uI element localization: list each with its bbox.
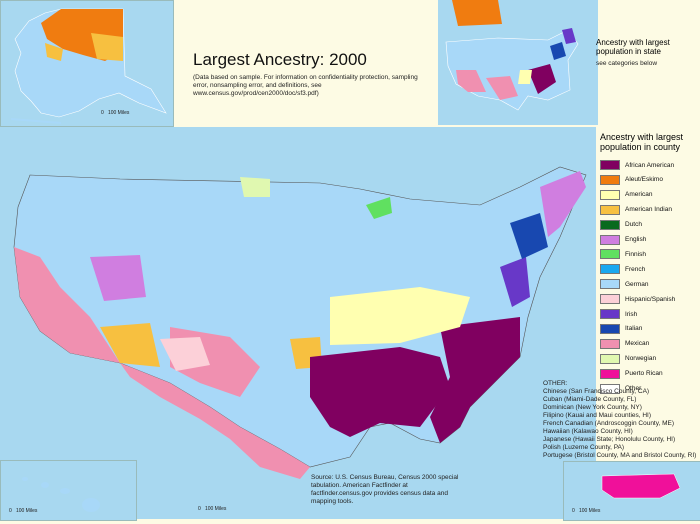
alaska-scale-label: 0 100 Miles [101, 110, 130, 116]
legend-swatch [600, 204, 620, 215]
legend-item: Italian [600, 323, 642, 335]
puerto-rico-inset: 0 100 Miles [563, 461, 700, 521]
legend-item: German [600, 278, 648, 290]
legend-swatch [600, 189, 620, 200]
legend-item: Mexican [600, 338, 649, 350]
legend-item: Finnish [600, 248, 646, 260]
map-title: Largest Ancestry: 2000 [193, 50, 367, 69]
legend-item: Aleut/Eskimo [600, 174, 663, 186]
other-list: Chinese (San Francisco County, CA) Cuban … [543, 388, 700, 460]
main-scale-label: 0 100 Miles [198, 506, 227, 512]
county-map [13, 166, 587, 479]
legend-swatch [600, 219, 620, 230]
legend-item: Puerto Rican [600, 368, 663, 380]
other-item: Cuban (Miami-Dade County, FL) [543, 396, 637, 403]
alaska-map [10, 8, 167, 124]
legend-item: Irish [600, 308, 637, 320]
legend-label: Irish [625, 310, 638, 318]
legend-swatch [600, 383, 620, 394]
other-item: Portugese (Bristol County, MA and Bristo… [543, 452, 697, 459]
legend-swatch [600, 353, 620, 364]
state-inset: Ancestry with largest population in stat… [438, 0, 700, 125]
legend-item: Hispanic/Spanish [600, 293, 675, 305]
legend-swatch [600, 234, 620, 245]
legend-label: Norwegian [625, 355, 657, 363]
legend-swatch [600, 264, 620, 275]
other-item: Hawaiian (Kalawao County, HI) [543, 428, 633, 435]
legend-swatch [600, 309, 620, 319]
legend-item: Dutch [600, 219, 642, 231]
legend-item: American Indian [600, 204, 672, 216]
legend-swatch [600, 338, 620, 349]
legend-label: Aleut/Eskimo [625, 176, 663, 184]
legend-label: French [625, 265, 646, 273]
legend-item: Norwegian [600, 353, 656, 365]
legend-swatch [600, 323, 620, 334]
other-item: Japanese (Hawaii State; Honolulu County,… [543, 436, 676, 443]
other-title: OTHER: [543, 380, 568, 387]
hawaii-scale-label: 0 100 Miles [9, 508, 38, 514]
legend-item: French [600, 263, 645, 275]
legend-item: American [600, 189, 652, 201]
state-inset-map [438, 0, 598, 125]
legend-label: English [625, 236, 647, 243]
legend-label: Italian [625, 325, 643, 333]
other-item: Dominican (New York County, NY) [543, 404, 642, 411]
legend-label: Hispanic/Spanish [625, 295, 676, 303]
legend-item: Other [600, 383, 641, 395]
puerto-rico-scale-label: 0 100 Miles [572, 508, 601, 514]
map-subtitle: (Data based on sample. For information o… [193, 74, 418, 97]
legend-item: English [600, 234, 646, 246]
legend-swatch [600, 368, 620, 379]
source-note: Source: U.S. Census Bureau, Census 2000 … [311, 474, 459, 505]
legend-swatch [600, 160, 620, 170]
legend-label: Mexican [625, 340, 650, 348]
other-item: Filipino (Kauai and Maui counties, HI) [543, 412, 652, 419]
legend-title: Ancestry with largest population in coun… [600, 132, 684, 152]
legend-swatch [600, 279, 620, 290]
legend-label: Puerto Rican [625, 370, 663, 378]
hawaii-inset: 0 100 Miles [0, 460, 137, 521]
legend-label: African American [625, 161, 675, 169]
legend-item: African American [600, 159, 674, 171]
other-item: Polish (Luzerne County, PA) [543, 444, 625, 451]
legend-label: Finnish [625, 250, 646, 258]
other-item: French Canadian (Androscoggin County, ME… [543, 420, 675, 427]
state-inset-note: see categories below [596, 60, 658, 67]
state-inset-title: Ancestry with largest population in stat… [596, 38, 670, 56]
legend-label: American Indian [625, 206, 672, 214]
legend-label: American [625, 191, 653, 199]
legend-label: Dutch [625, 221, 642, 229]
legend-swatch [600, 249, 620, 260]
main-map [0, 127, 596, 519]
other-item: Chinese (San Francisco County, CA) [543, 388, 650, 395]
hawaii-map [22, 477, 100, 512]
alaska-inset: 0 100 Miles [0, 0, 174, 127]
legend-label: Other [625, 385, 642, 392]
legend-swatch [600, 294, 620, 305]
puerto-rico-map [601, 473, 681, 499]
legend-swatch [600, 174, 620, 185]
legend-label: German [625, 280, 649, 288]
